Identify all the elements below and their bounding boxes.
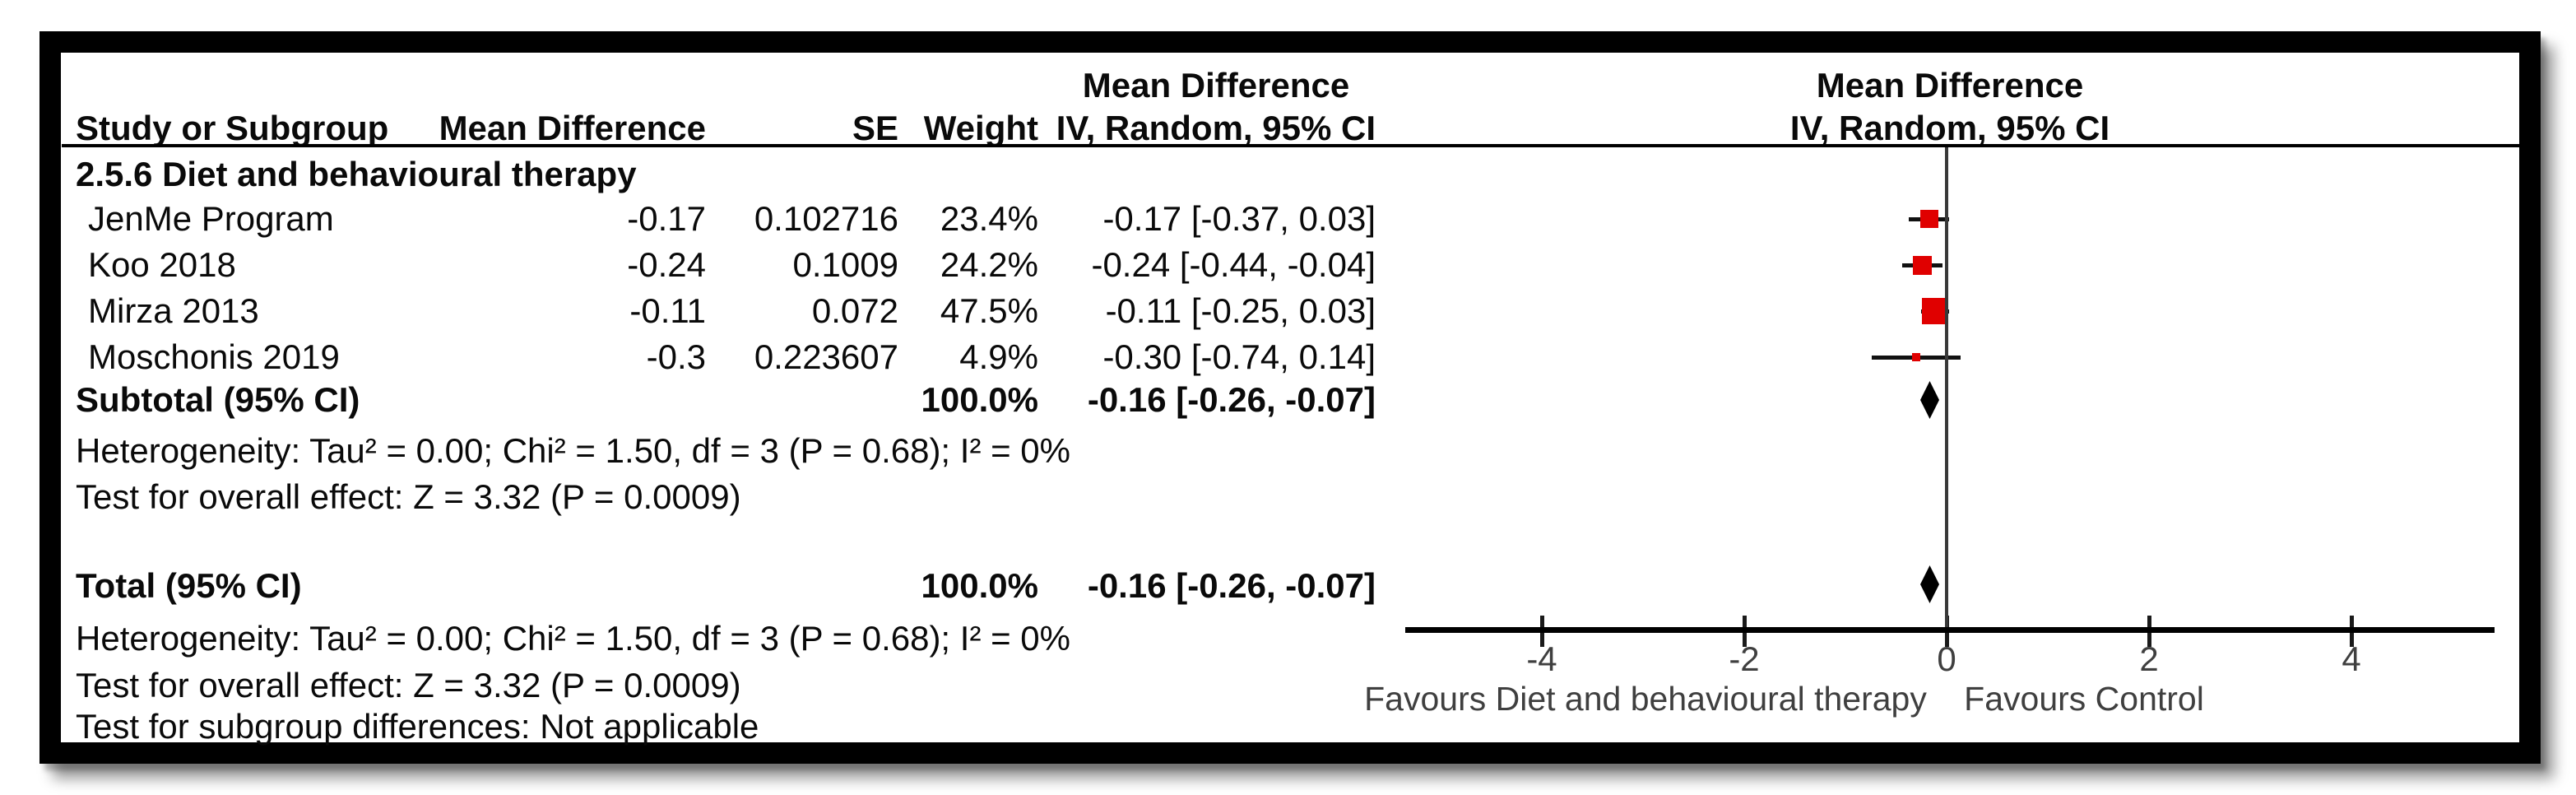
subgroup-differences-text: Test for subgroup differences: Not appli… (76, 707, 759, 746)
header-divider-line (62, 144, 2519, 147)
study-name: Mirza 2013 (88, 291, 259, 330)
study-ci: -0.17 [-0.37, 0.03] (1102, 199, 1376, 238)
study-se: 0.072 (811, 291, 898, 330)
study-se: 0.102716 (754, 199, 898, 238)
axis-tick-label: 2 (2139, 639, 2159, 678)
subtotal-overall-effect-text: Test for overall effect: Z = 3.32 (P = 0… (76, 477, 741, 516)
study-name: Koo 2018 (88, 245, 236, 284)
column-header-weight: Weight (923, 109, 1038, 147)
plot-frame-border (39, 31, 2541, 764)
axis-tick-label: -2 (1729, 639, 1760, 678)
zero-reference-line (1945, 147, 1948, 630)
column-header-md: Mean Difference (439, 109, 706, 147)
study-weight: 23.4% (940, 199, 1038, 238)
study-md: -0.11 (629, 291, 706, 330)
column-header-study: Study or Subgroup (76, 109, 389, 147)
total-weight: 100.0% (921, 566, 1038, 605)
study-ci: -0.30 [-0.74, 0.14] (1102, 337, 1376, 376)
subtotal-ci: -0.16 [-0.26, -0.07] (1087, 380, 1376, 419)
axis-tick-label: -4 (1526, 639, 1557, 678)
study-name: JenMe Program (88, 199, 334, 238)
subtotal-label: Subtotal (95% CI) (76, 380, 360, 419)
effect-square-marker (1913, 256, 1932, 275)
x-axis-line (1405, 627, 2495, 633)
column-header-ci: IV, Random, 95% CI (1056, 109, 1376, 147)
total-overall-effect-text: Test for overall effect: Z = 3.32 (P = 0… (76, 666, 741, 704)
subtotal-diamond (1920, 381, 1939, 419)
subtotal-heterogeneity-text: Heterogeneity: Tau² = 0.00; Chi² = 1.50,… (76, 431, 1070, 470)
subtotal-weight: 100.0% (921, 380, 1038, 419)
plot-header-ci: IV, Random, 95% CI (1789, 109, 2110, 147)
effect-square-marker (1912, 353, 1920, 361)
favours-right-label: Favours Control (1964, 680, 2204, 718)
column-header-effect-title: Mean Difference (1082, 66, 1350, 105)
study-ci: -0.11 [-0.25, 0.03] (1105, 291, 1376, 330)
column-header-se: SE (852, 109, 898, 147)
study-se: 0.223607 (754, 337, 898, 376)
study-md: -0.24 (627, 245, 706, 284)
study-weight: 24.2% (940, 245, 1038, 284)
study-md: -0.17 (627, 199, 706, 238)
favours-left-label: Favours Diet and behavioural therapy (1364, 680, 1927, 718)
study-se: 0.1009 (792, 245, 898, 284)
effect-square-marker (1922, 298, 1948, 324)
plot-header-title: Mean Difference (1816, 66, 2084, 105)
axis-tick-label: 0 (1937, 639, 1956, 678)
study-weight: 47.5% (940, 291, 1038, 330)
study-ci: -0.24 [-0.44, -0.04] (1091, 245, 1376, 284)
subgroup-title: 2.5.6 Diet and behavioural therapy (76, 155, 637, 193)
total-ci: -0.16 [-0.26, -0.07] (1087, 566, 1376, 605)
total-heterogeneity-text: Heterogeneity: Tau² = 0.00; Chi² = 1.50,… (76, 619, 1070, 658)
study-weight: 4.9% (959, 337, 1038, 376)
total-diamond (1920, 565, 1939, 603)
effect-square-marker (1920, 210, 1938, 228)
axis-tick-label: 4 (2342, 639, 2361, 678)
study-md: -0.3 (646, 337, 706, 376)
study-name: Moschonis 2019 (88, 337, 340, 376)
total-label: Total (95% CI) (76, 566, 302, 605)
